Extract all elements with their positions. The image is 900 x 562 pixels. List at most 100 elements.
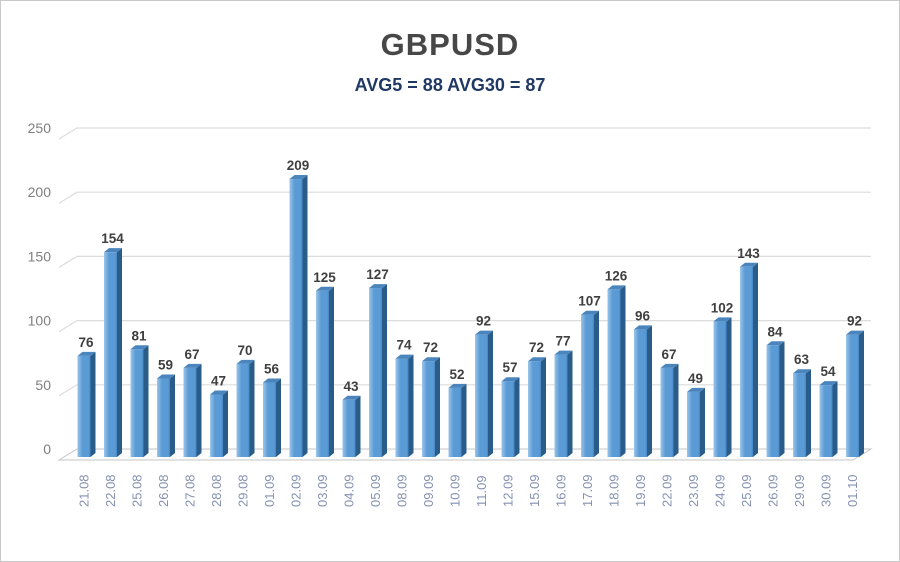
gridline <box>58 127 871 140</box>
gridline <box>58 255 871 268</box>
bar-side-face <box>276 378 281 457</box>
x-axis-tick-label: 26.09 <box>766 474 781 507</box>
bar <box>104 248 122 457</box>
bar-value-label: 59 <box>158 358 173 373</box>
bar-top-face <box>528 357 546 362</box>
bar-value-label: 57 <box>502 360 517 375</box>
bar-top-face <box>740 262 758 267</box>
bar <box>342 395 361 457</box>
x-axis-tick-label: 18.09 <box>607 474 622 507</box>
x-axis-tick-label: 26.08 <box>156 474 171 507</box>
bar-front-face <box>342 399 356 457</box>
bar-value-label: 143 <box>737 246 760 261</box>
bar-top-face <box>236 359 255 364</box>
bar <box>554 350 573 457</box>
bar-side-face <box>435 357 440 457</box>
chart-title: GBPUSD <box>380 27 520 62</box>
x-axis-tick-label: 19.09 <box>633 474 648 507</box>
bar-front-face <box>130 349 144 457</box>
bar-front-face <box>475 334 488 457</box>
bar-side-face <box>143 345 149 457</box>
bar-side-face <box>329 286 334 457</box>
bar-value-label: 92 <box>476 314 491 329</box>
bar-side-face <box>249 359 255 457</box>
bar-side-face <box>726 317 732 457</box>
bar <box>289 175 308 457</box>
x-axis-tick-label: 04.09 <box>342 474 357 507</box>
bar-value-label: 102 <box>711 300 734 315</box>
bar-value-label: 154 <box>101 231 124 246</box>
bar <box>819 381 838 457</box>
x-axis-tick-label: 10.09 <box>448 474 463 507</box>
bar-front-face <box>422 361 435 457</box>
bar-top-face <box>554 350 573 355</box>
x-axis-tick-label: 03.09 <box>315 474 330 507</box>
bar-front-face <box>766 345 780 457</box>
y-axis-tick-label: 150 <box>28 248 52 264</box>
bar-front-face <box>660 367 674 457</box>
x-axis-tick-label: 23.09 <box>686 474 701 507</box>
bar-value-label: 209 <box>287 158 310 173</box>
bar-top-face <box>687 387 705 392</box>
x-axis-tick-label: 22.09 <box>660 474 675 507</box>
gridline <box>58 384 871 397</box>
bar-value-label: 96 <box>635 308 651 323</box>
bar-value-label: 107 <box>578 294 601 309</box>
x-axis-tick-label: 17.09 <box>580 474 595 507</box>
bar-top-face <box>793 369 811 374</box>
bar-value-label: 67 <box>184 347 199 362</box>
bar-side-face <box>90 351 96 457</box>
bar <box>448 383 467 457</box>
bar-value-label: 127 <box>366 267 389 282</box>
bar-front-face <box>501 381 515 457</box>
bar-front-face <box>104 252 117 457</box>
bar <box>422 357 440 457</box>
x-axis-tick-label: 27.08 <box>183 474 198 507</box>
x-axis-tick-label: 29.09 <box>792 474 807 507</box>
bar <box>130 345 149 457</box>
bar-value-label: 74 <box>396 338 412 353</box>
x-axis-tick-label: 02.09 <box>289 474 304 507</box>
bar <box>581 310 599 457</box>
bar-value-label: 67 <box>661 347 676 362</box>
x-axis-tick-label: 21.08 <box>77 474 92 507</box>
bar-side-face <box>832 381 838 457</box>
bar-top-face <box>263 378 281 383</box>
y-axis-tick-label: 100 <box>28 313 52 329</box>
bar <box>316 286 334 457</box>
bar-front-face <box>77 355 91 457</box>
bar-front-face <box>740 266 753 457</box>
bar-top-face <box>475 330 493 335</box>
bar-front-face <box>183 367 197 457</box>
gridline <box>58 191 871 204</box>
bar <box>740 262 758 457</box>
bar-top-face <box>395 354 414 359</box>
bar <box>634 325 652 457</box>
bar-top-face <box>448 383 467 388</box>
x-axis-tick-label: 05.09 <box>368 474 383 507</box>
bar <box>475 330 493 457</box>
bar-front-face <box>369 288 382 457</box>
bar-top-face <box>581 310 599 315</box>
bar <box>77 351 96 457</box>
bar <box>210 390 228 457</box>
bar-side-face <box>753 262 758 457</box>
bar-value-label: 72 <box>529 340 544 355</box>
bar-front-face <box>157 378 170 457</box>
bar <box>660 363 679 457</box>
bar-side-face <box>514 377 520 457</box>
bar-value-label: 70 <box>237 343 252 358</box>
bar-value-label: 72 <box>423 340 438 355</box>
bar <box>236 359 255 457</box>
bar-side-face <box>541 357 546 457</box>
bar-side-face <box>806 369 811 457</box>
bar-front-face <box>846 334 859 457</box>
bar-top-face <box>660 363 679 368</box>
x-axis-tick-label: 01.09 <box>262 474 277 507</box>
bar-value-label: 84 <box>767 324 783 339</box>
bar-front-face <box>210 394 223 457</box>
x-axis-tick-label: 08.09 <box>395 474 410 507</box>
y-axis-tick-label: 250 <box>28 120 52 136</box>
bar-value-label: 43 <box>343 379 359 394</box>
